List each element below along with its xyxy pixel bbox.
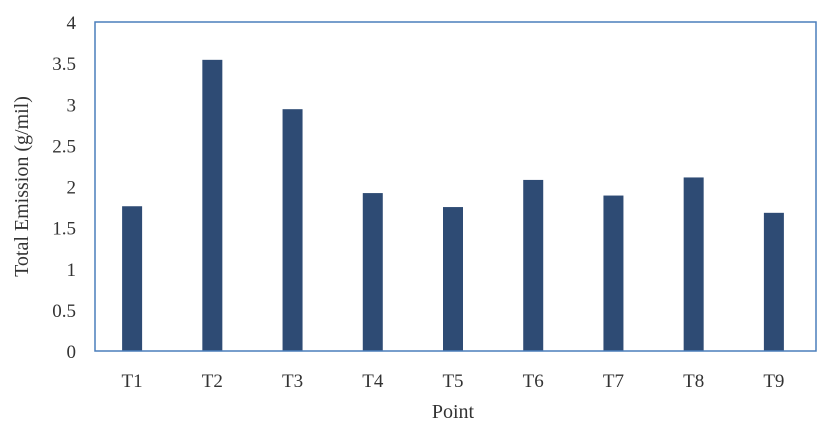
bar-t5 bbox=[443, 207, 463, 351]
bar-t2 bbox=[202, 59, 223, 352]
x-tick-label: T6 bbox=[523, 371, 544, 392]
y-tick-label: 1 bbox=[67, 260, 77, 281]
y-tick-label: 3.5 bbox=[52, 54, 76, 75]
y-tick-label: 0.5 bbox=[52, 301, 76, 322]
y-tick-label: 0 bbox=[67, 342, 77, 363]
bar-t7 bbox=[603, 195, 624, 351]
bar-t1 bbox=[122, 206, 143, 351]
y-tick-label: 3 bbox=[67, 95, 77, 116]
y-tick-label: 2 bbox=[67, 178, 77, 199]
bar-t3 bbox=[282, 109, 303, 351]
x-tick-label: T4 bbox=[362, 371, 384, 392]
x-tick-label: T5 bbox=[442, 371, 463, 392]
x-axis-title: Point bbox=[432, 401, 475, 423]
x-tick-label: T9 bbox=[763, 371, 784, 392]
x-tick-label: T3 bbox=[282, 371, 303, 392]
x-tick-label: T7 bbox=[603, 371, 624, 392]
bar-t4 bbox=[362, 193, 383, 351]
y-axis-title: Total Emission (g/mil) bbox=[11, 96, 33, 277]
y-axis-ticks: 0 0.5 1 1.5 2 2.5 3 3.5 4 bbox=[52, 13, 76, 363]
x-tick-label: T2 bbox=[202, 371, 223, 392]
plot-frame bbox=[94, 21, 817, 352]
y-tick-label: 4 bbox=[67, 13, 77, 34]
x-axis-ticks: T1 T2 T3 T4 T5 T6 T7 T8 T9 bbox=[122, 371, 785, 392]
bars bbox=[122, 59, 784, 352]
x-tick-label: T8 bbox=[683, 371, 704, 392]
y-tick-label: 2.5 bbox=[52, 136, 76, 157]
x-tick-label: T1 bbox=[122, 371, 143, 392]
bar-t9 bbox=[763, 212, 784, 351]
bar-t6 bbox=[523, 179, 544, 351]
y-tick-label: 1.5 bbox=[52, 219, 76, 240]
bar-t8 bbox=[683, 177, 704, 351]
